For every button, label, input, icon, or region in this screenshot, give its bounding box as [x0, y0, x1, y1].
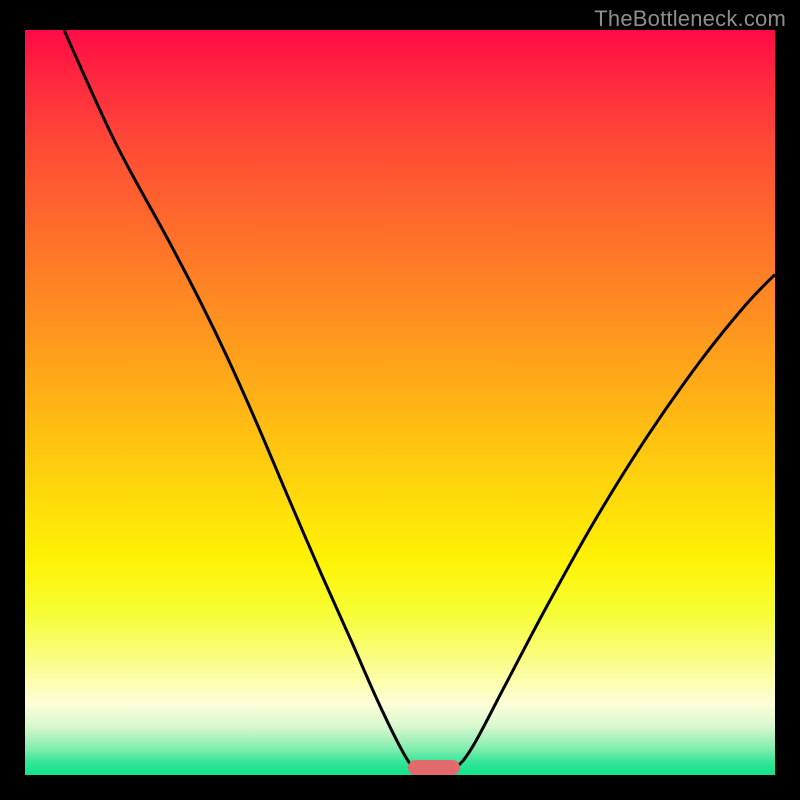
watermark-text: TheBottleneck.com [594, 6, 786, 32]
chart-frame: TheBottleneck.com [0, 0, 800, 800]
plot-area [25, 30, 775, 775]
optimal-range-marker [408, 760, 461, 774]
curve-path [64, 30, 775, 775]
bottleneck-curve [25, 30, 775, 775]
